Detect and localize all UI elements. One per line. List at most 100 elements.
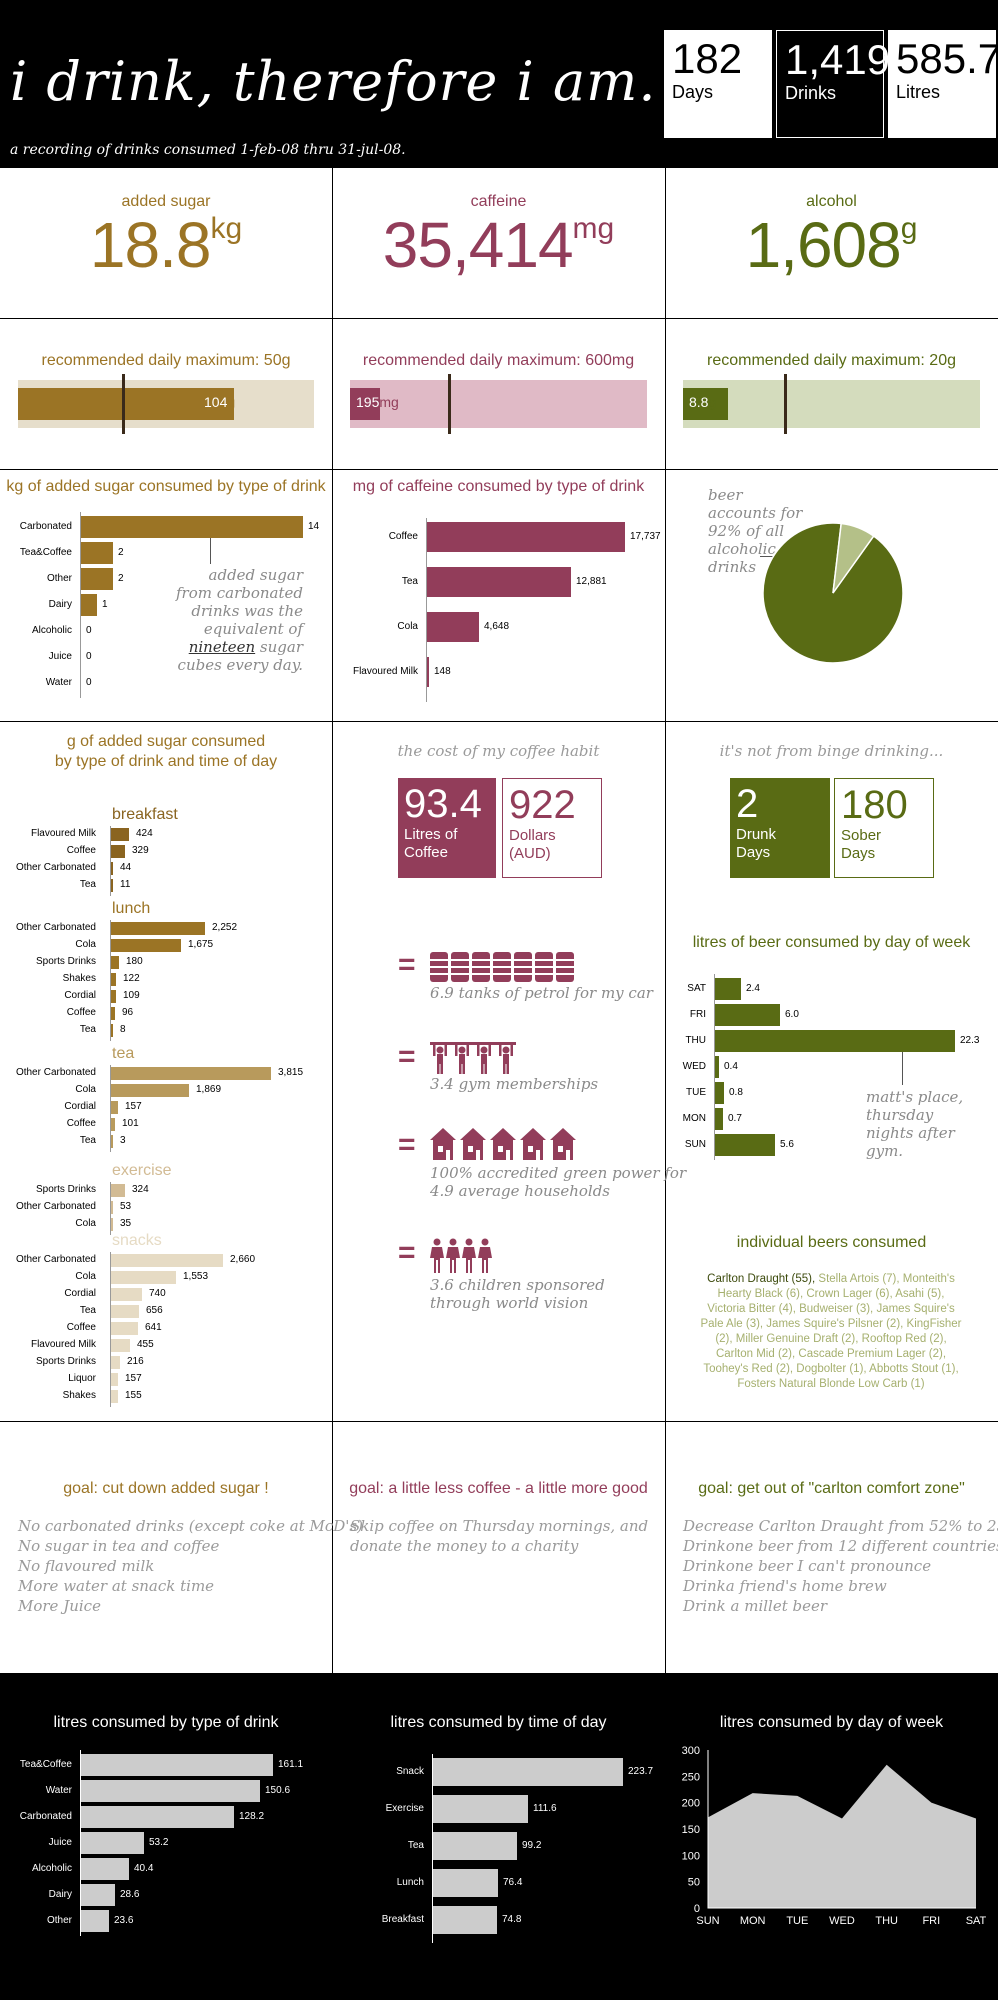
daily-gauge-unit: g: [227, 394, 236, 410]
bar-category-label: Flavoured Milk: [352, 666, 418, 677]
bar-category-label: Cordial: [64, 1288, 96, 1299]
sugar-time-group-label: exercise: [112, 1162, 172, 1179]
sugar-note-line: from carbonated: [175, 584, 303, 602]
bar-value-label: 0: [86, 677, 92, 688]
bar-value-label: 424: [136, 828, 153, 839]
bar-value-label: 329: [132, 845, 149, 856]
bar: [111, 1288, 142, 1301]
bar-category-label: Other Carbonated: [15, 1254, 96, 1265]
bar-category-label: Other Carbonated: [15, 922, 96, 933]
y-tick-label: 300: [682, 1745, 700, 1757]
total-caffeine-unit: mg: [572, 212, 615, 245]
goal-item: More Juice: [18, 1597, 101, 1615]
sugar-note: added sugar from carbonated drinks was t…: [168, 566, 303, 674]
bar: [111, 1118, 115, 1131]
bar-value-label: 28.6: [120, 1889, 140, 1900]
bar-category-label: Water: [45, 1785, 72, 1796]
bar-value-label: 161.1: [278, 1759, 304, 1770]
bar-category-label: SAT: [687, 983, 706, 994]
equiv-power-line: 4.9 average households: [430, 1182, 610, 1200]
bar: [715, 1056, 719, 1078]
stat-drinks-label: Drinks: [785, 83, 837, 103]
bar-value-label: 157: [125, 1373, 142, 1384]
daily-gauge-value: 104g: [204, 394, 460, 410]
daily-gauge-track: [683, 380, 980, 428]
goal-item: Drink a millet beer: [683, 1597, 828, 1615]
daily-gauge-value: 195mg: [356, 394, 426, 410]
bar-value-label: 53: [120, 1201, 132, 1212]
stat-drinks-value: 1,419: [785, 36, 891, 83]
total-caffeine-value: 35,414mg: [332, 208, 665, 282]
divider: [332, 168, 333, 1673]
sober-days-label: Sober: [841, 827, 882, 844]
bar: [111, 828, 129, 841]
chart-axis: [110, 1182, 111, 1235]
bar: [111, 1305, 139, 1318]
bar-category-label: Cola: [75, 1271, 96, 1282]
stat-days-value: 182: [672, 35, 743, 82]
bar-value-label: 122: [123, 973, 140, 984]
goal-list: Skip coffee on Thursday mornings, and don…: [350, 1516, 663, 1556]
daily-gauge-value: 8.8g: [689, 394, 774, 410]
bar: [111, 1390, 118, 1403]
stat-days: 182 Days: [664, 30, 772, 138]
bar-category-label: Sports Drinks: [35, 956, 96, 967]
bar: [111, 1135, 113, 1148]
x-tick-label: WED: [829, 1915, 855, 1927]
sugar-note-line: equivalent of: [203, 620, 303, 638]
bar: [111, 1201, 113, 1214]
bar-value-label: 2,252: [212, 922, 238, 933]
bar: [81, 1910, 109, 1932]
bar-category-label: Water: [45, 677, 72, 688]
bar-value-label: 223.7: [628, 1766, 654, 1777]
daily-gauge-track: [350, 380, 647, 428]
equiv-power-line: 100% accredited green power for: [430, 1164, 687, 1182]
stat-drinks: 1,419 Drinks: [776, 30, 891, 138]
bar-category-label: Cola: [75, 939, 96, 950]
bar-value-label: 2.4: [746, 983, 760, 994]
bar: [433, 1906, 497, 1934]
bar: [111, 939, 181, 952]
bar-value-label: 3: [120, 1135, 126, 1146]
stat-litres-value: 585.7: [896, 35, 998, 82]
sugar-time-group-label: tea: [112, 1045, 135, 1062]
y-tick-label: 50: [688, 1877, 700, 1889]
coffee-litres-value: 93.4: [404, 782, 482, 826]
x-tick-label: TUE: [786, 1915, 808, 1927]
coffee-dollars-label: (AUD): [509, 845, 551, 862]
equiv-children-text: 3.6 children sponsored through world vis…: [430, 1276, 605, 1312]
beer-note: matt's place, thursday nights after gym.: [866, 1088, 964, 1160]
bar-value-label: 5.6: [780, 1139, 794, 1150]
bar: [433, 1758, 623, 1786]
bar: [111, 1024, 113, 1037]
binge-title: it's not from binge drinking...: [719, 742, 944, 760]
bar: [111, 1218, 113, 1231]
bar-value-label: 1,869: [196, 1084, 222, 1095]
bar-category-label: Cola: [75, 1084, 96, 1095]
bar-category-label: THU: [685, 1035, 706, 1046]
bar-value-label: 111.6: [533, 1803, 557, 1814]
beers-list-rest: Stella Artois (7), Monteith's Hearty Bla…: [700, 1273, 962, 1390]
page-subtitle: a recording of drinks consumed 1-feb-08 …: [10, 142, 406, 158]
total-caffeine: caffeine: [332, 193, 665, 211]
bar: [81, 542, 113, 564]
beers-list-main: Carlton Draught (55),: [707, 1273, 816, 1285]
bar: [427, 567, 571, 597]
bar: [715, 1004, 780, 1026]
stat-days-label: Days: [672, 82, 714, 102]
sober-days-value: 180: [841, 783, 908, 827]
bar-value-label: 8: [120, 1024, 126, 1035]
sober-days-label: Days: [841, 845, 876, 862]
daily-max-title: recommended daily maximum: 600mg: [362, 352, 635, 369]
bar-category-label: Sports Drinks: [35, 1356, 96, 1367]
goal-item: No carbonated drinks (except coke at McD…: [18, 1517, 363, 1535]
bar-value-label: 1: [102, 599, 108, 610]
goal-list: Decrease Carlton Draught from 52% to 25%…: [683, 1516, 998, 1616]
sugar-time-group-label: lunch: [112, 900, 151, 917]
bar-category-label: Dairy: [48, 599, 72, 610]
bar: [715, 1030, 955, 1052]
bar-value-label: 22.3: [960, 1035, 980, 1046]
bar-value-label: 74.8: [502, 1914, 522, 1925]
bar-category-label: Coffee: [66, 1007, 96, 1018]
equiv-children-line: 3.6 children sponsored: [430, 1276, 605, 1294]
